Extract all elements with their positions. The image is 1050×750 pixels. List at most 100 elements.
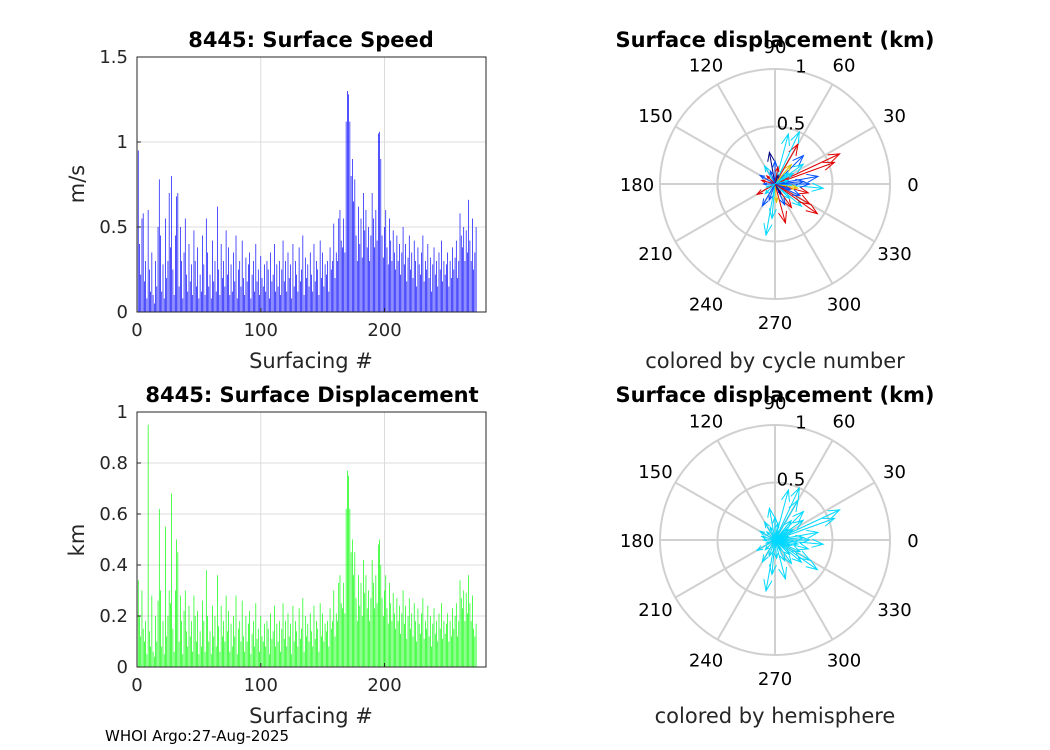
displacement-bar — [360, 582, 362, 667]
displacement-bar — [202, 600, 203, 667]
displacement-bar — [432, 623, 434, 667]
polar-hemisphere-arrow — [774, 539, 787, 581]
displacement-bar — [364, 593, 366, 667]
speed-bar — [462, 247, 463, 312]
polar-cycle-angle-label: 240 — [689, 295, 723, 316]
speed-bar — [156, 286, 158, 312]
speed-bar — [423, 281, 425, 312]
polar-cycle-arrow — [774, 142, 799, 185]
polar-hemisphere-arrow-shaft — [774, 539, 790, 555]
speed-bar — [287, 252, 289, 312]
displacement-bar — [474, 636, 476, 667]
speed-bar — [267, 269, 269, 312]
polar-cycle-arrow-shaft — [774, 183, 778, 203]
polar-hemisphere-arrow-shaft — [774, 509, 840, 541]
speed-bar — [384, 227, 385, 312]
displacement-bar — [350, 552, 352, 667]
displacement-bar — [287, 613, 289, 667]
speed-bar — [198, 298, 200, 312]
displacement-bar — [187, 646, 189, 667]
speed-bar — [278, 261, 280, 312]
polar-cycle-angle-label: 30 — [883, 106, 906, 127]
displacement-bar — [215, 646, 217, 667]
displacement-bar — [467, 613, 468, 667]
displacement-bar — [150, 646, 151, 667]
speed-bar — [167, 261, 169, 312]
displacement-bar — [218, 626, 220, 667]
speed-bar — [467, 252, 468, 312]
speed-bar — [257, 269, 259, 312]
speed-bar — [369, 261, 371, 312]
polar-cycle-arrow — [774, 173, 820, 185]
polar-cycle-arrow — [774, 183, 800, 190]
displacement-bar — [386, 608, 388, 667]
displacement-bar — [162, 621, 164, 667]
displacement-y-tick-label: 1 — [117, 402, 128, 423]
displacement-bar — [468, 575, 470, 667]
polar-cycle-arrow — [764, 183, 776, 188]
speed-ticks: 0 100 200 0 0.5 1 1.5 — [99, 47, 401, 341]
speed-bar — [262, 286, 264, 312]
speed-bar — [373, 218, 374, 312]
polar-hemisphere-arrow — [755, 539, 776, 552]
speed-bar — [297, 291, 299, 312]
polar-cycle-arrow-shaft — [761, 179, 776, 185]
displacement-bar — [447, 613, 448, 667]
polar-hemisphere-arrow-shaft — [768, 539, 776, 557]
displacement-bar — [302, 598, 304, 667]
speed-bar — [396, 235, 398, 312]
displacement-bar — [470, 621, 472, 667]
speed-bar — [149, 269, 150, 312]
speed-bar — [246, 281, 248, 312]
polar-hemisphere-arrow — [774, 539, 810, 551]
polar-cycle-plot: 0 30 60 90 120 150 180 210 240 270 300 330 0.5 1 — [620, 37, 919, 334]
speed-bar — [342, 247, 343, 312]
displacement-bar — [277, 641, 279, 667]
polar-cycle-arrow-shaft — [765, 183, 776, 236]
displacement-bar — [417, 608, 419, 667]
polar-hemisphere-arrow-shaft — [774, 535, 789, 541]
displacement-bar — [272, 631, 274, 667]
displacement-bar — [418, 623, 420, 667]
polar-cycle-arrow — [773, 183, 779, 204]
speed-bar — [214, 261, 216, 312]
polar-cycle-angle-label: 180 — [620, 175, 654, 196]
speed-bar — [380, 159, 382, 312]
speed-bar — [385, 210, 387, 312]
speed-bar — [236, 298, 238, 312]
displacement-bar — [462, 608, 463, 667]
displacement-bar — [283, 638, 285, 667]
polar-hemisphere-angle-label: 330 — [877, 600, 911, 621]
displacement-bar — [309, 613, 311, 667]
displacement-bar — [475, 623, 477, 667]
speed-bar — [288, 278, 290, 312]
speed-bar — [265, 291, 267, 312]
displacement-bar — [224, 641, 226, 667]
speed-bar — [181, 261, 182, 312]
polar-hemisphere-arrow-head — [763, 520, 770, 529]
speed-bar — [428, 278, 430, 312]
speed-bar — [397, 261, 399, 312]
speed-bar — [282, 240, 284, 312]
displacement-bar — [314, 638, 316, 667]
polar-cycle-angle-label: 210 — [638, 244, 672, 265]
polar-cycle-arrow-shaft — [774, 175, 779, 185]
polar-cycle-arrow-shaft — [768, 183, 776, 201]
speed-bar — [390, 240, 392, 312]
displacement-x-tick-label: 200 — [367, 675, 401, 696]
speed-bar — [312, 291, 314, 312]
polar-cycle-arrow-shaft — [774, 173, 794, 185]
displacement-bar — [250, 654, 252, 667]
speed-bar — [139, 244, 140, 312]
displacement-bar — [296, 631, 297, 667]
speed-bar — [340, 240, 342, 312]
polar-hemisphere-arrow — [774, 529, 779, 541]
polar-hemisphere-arrow — [774, 528, 795, 541]
figure-footer: WHOI Argo:27-Aug-2025 — [105, 727, 289, 745]
polar-cycle-arrow-head — [791, 189, 802, 197]
speed-bar — [403, 264, 405, 312]
displacement-bar — [276, 623, 278, 667]
polar-hemisphere-arrow — [774, 527, 790, 541]
polar-hemisphere-arrow-head — [772, 515, 778, 524]
speed-bar — [233, 252, 234, 312]
